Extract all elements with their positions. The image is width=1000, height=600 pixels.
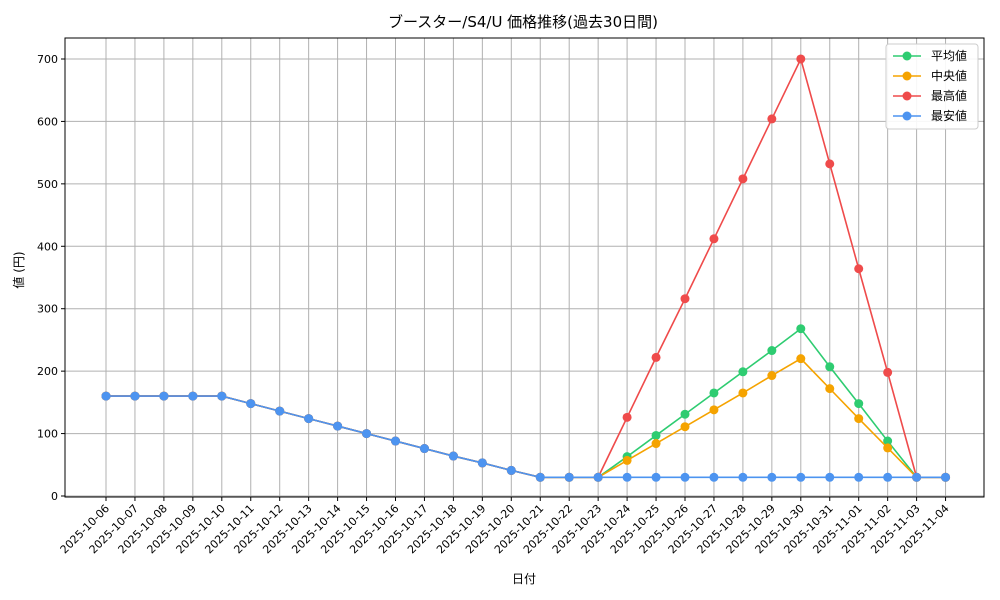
- data-point: [767, 472, 777, 482]
- data-point: [854, 472, 864, 482]
- data-point: [159, 391, 169, 401]
- data-point: [448, 451, 458, 461]
- data-point: [391, 436, 400, 446]
- data-point: [767, 346, 777, 356]
- data-point: [622, 455, 632, 465]
- y-tick-label: 400: [37, 240, 58, 253]
- data-point: [883, 472, 893, 482]
- y-tick-label: 700: [37, 53, 58, 66]
- legend-swatch-marker: [902, 91, 912, 101]
- legend-swatch-marker: [902, 71, 912, 81]
- data-point: [912, 472, 922, 482]
- legend-item: 中央値: [893, 68, 967, 83]
- y-tick-label: 600: [37, 115, 58, 128]
- data-point: [854, 264, 864, 274]
- data-point: [680, 472, 690, 482]
- legend-item: 最安値: [893, 108, 967, 123]
- data-point: [506, 465, 516, 475]
- data-point: [796, 354, 806, 364]
- x-axis-label: 日付: [512, 572, 536, 586]
- y-tick-label: 500: [37, 178, 58, 191]
- data-point: [883, 436, 893, 446]
- data-point: [825, 384, 835, 394]
- data-point: [709, 472, 719, 482]
- data-point: [217, 391, 227, 401]
- legend-box: [885, 43, 979, 130]
- series-3: [101, 391, 951, 482]
- data-point: [738, 388, 748, 398]
- data-point: [883, 367, 893, 377]
- data-point: [622, 472, 632, 482]
- y-tick-label: 0: [51, 490, 58, 503]
- data-point: [651, 430, 661, 440]
- data-point: [825, 472, 835, 482]
- data-point: [709, 234, 719, 244]
- y-axis: 0 100 200 300 400 500 600 700: [37, 53, 65, 503]
- y-tick-label: 200: [37, 365, 58, 378]
- data-point: [767, 371, 777, 381]
- data-point: [593, 472, 603, 482]
- data-point: [651, 439, 661, 449]
- data-point: [767, 114, 777, 124]
- data-point: [825, 362, 835, 372]
- data-point: [680, 422, 690, 432]
- series-line: [106, 395, 946, 479]
- data-point: [477, 458, 487, 468]
- y-tick-label: 300: [37, 303, 58, 316]
- legend-item: 最高値: [893, 88, 967, 103]
- y-tick-label: 100: [37, 428, 58, 441]
- data-point: [680, 409, 690, 419]
- series-line: [106, 357, 946, 479]
- legend-label: 最安値: [931, 108, 967, 123]
- x-axis: 2025-10-062025-10-072025-10-082025-10-09…: [58, 497, 952, 556]
- data-point: [188, 391, 198, 401]
- data-point: [362, 429, 372, 439]
- legend-swatch-marker: [902, 51, 912, 61]
- data-point: [738, 472, 748, 482]
- data-point: [130, 391, 140, 401]
- data-point: [680, 294, 690, 304]
- data-point: [535, 472, 545, 482]
- data-point: [651, 352, 661, 362]
- legend-label: 中央値: [931, 68, 967, 83]
- data-point: [883, 443, 893, 453]
- data-point: [419, 444, 429, 454]
- data-point: [738, 367, 748, 377]
- legend-item: 平均値: [893, 48, 967, 63]
- data-point: [796, 54, 806, 64]
- data-point: [622, 412, 632, 422]
- data-point: [738, 174, 748, 184]
- series-layer: [101, 54, 951, 482]
- legend-label: 最高値: [931, 88, 967, 103]
- series-1: [101, 354, 951, 482]
- series-2: [101, 54, 951, 482]
- data-point: [796, 472, 806, 482]
- data-point: [709, 388, 719, 398]
- data-point: [825, 159, 835, 169]
- data-point: [246, 399, 256, 409]
- data-point: [709, 405, 719, 415]
- data-point: [275, 406, 285, 416]
- data-point: [564, 472, 574, 482]
- grid-layer: [65, 38, 984, 497]
- y-axis-label: 値 (円): [11, 251, 26, 288]
- legend-label: 平均値: [931, 48, 967, 63]
- chart-title: ブースター/S4/U 価格推移(過去30日間): [388, 13, 658, 31]
- series-line: [106, 327, 946, 479]
- series-0: [101, 324, 951, 482]
- plot-frame: [64, 37, 985, 498]
- data-point: [333, 421, 343, 431]
- data-point: [101, 391, 111, 401]
- data-point: [941, 472, 951, 482]
- data-point: [854, 399, 864, 409]
- data-point: [304, 414, 314, 424]
- data-point: [854, 414, 864, 424]
- data-point: [796, 324, 806, 334]
- legend-swatch-marker: [902, 111, 912, 121]
- data-point: [651, 472, 661, 482]
